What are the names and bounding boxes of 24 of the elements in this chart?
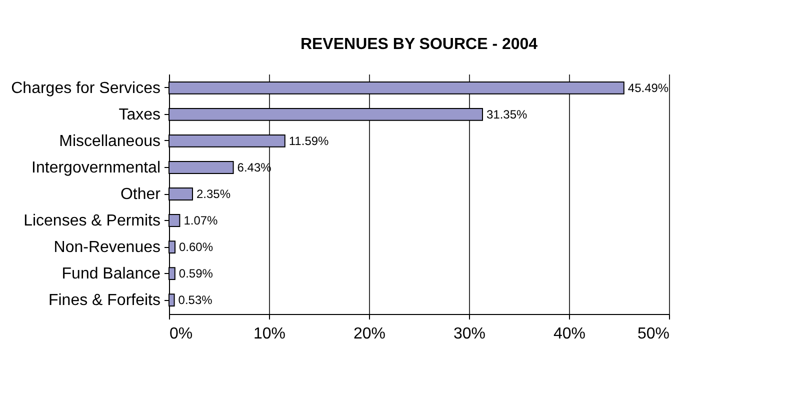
x-tick-label: 50% — [637, 326, 670, 342]
y-tick-label: Charges for Services — [11, 80, 160, 97]
x-tick-label: 20% — [353, 326, 386, 342]
x-tick-label: 30% — [453, 326, 486, 342]
y-tick-label: Taxes — [118, 106, 160, 124]
y-tick-label: Fund Balance — [62, 266, 161, 283]
y-tick-label: Licenses & Permits — [24, 212, 160, 230]
data-label: 11.59% — [288, 134, 330, 148]
data-label: 2.35% — [196, 187, 231, 201]
y-tick-label: Intergovernmental — [32, 159, 160, 176]
chart-title: REVENUES BY SOURCE - 2004 — [300, 36, 538, 53]
x-tick-label: 40% — [553, 326, 586, 342]
data-label: 1.07% — [184, 214, 218, 228]
x-tick-label: 10% — [253, 326, 286, 342]
data-label: 0.59% — [178, 266, 214, 281]
y-tick-label: Fines & Forfeits — [48, 292, 160, 310]
data-label: 0.53% — [178, 293, 213, 308]
y-tick-label: Other — [120, 186, 162, 203]
data-label: 45.49% — [628, 80, 669, 95]
y-tick-label: Miscellaneous — [59, 132, 160, 150]
y-tick-label: Non-Revenues — [54, 239, 160, 256]
data-label: 31.35% — [486, 107, 528, 122]
data-label: 0.60% — [179, 240, 214, 254]
x-tick-label: 0% — [170, 326, 193, 342]
